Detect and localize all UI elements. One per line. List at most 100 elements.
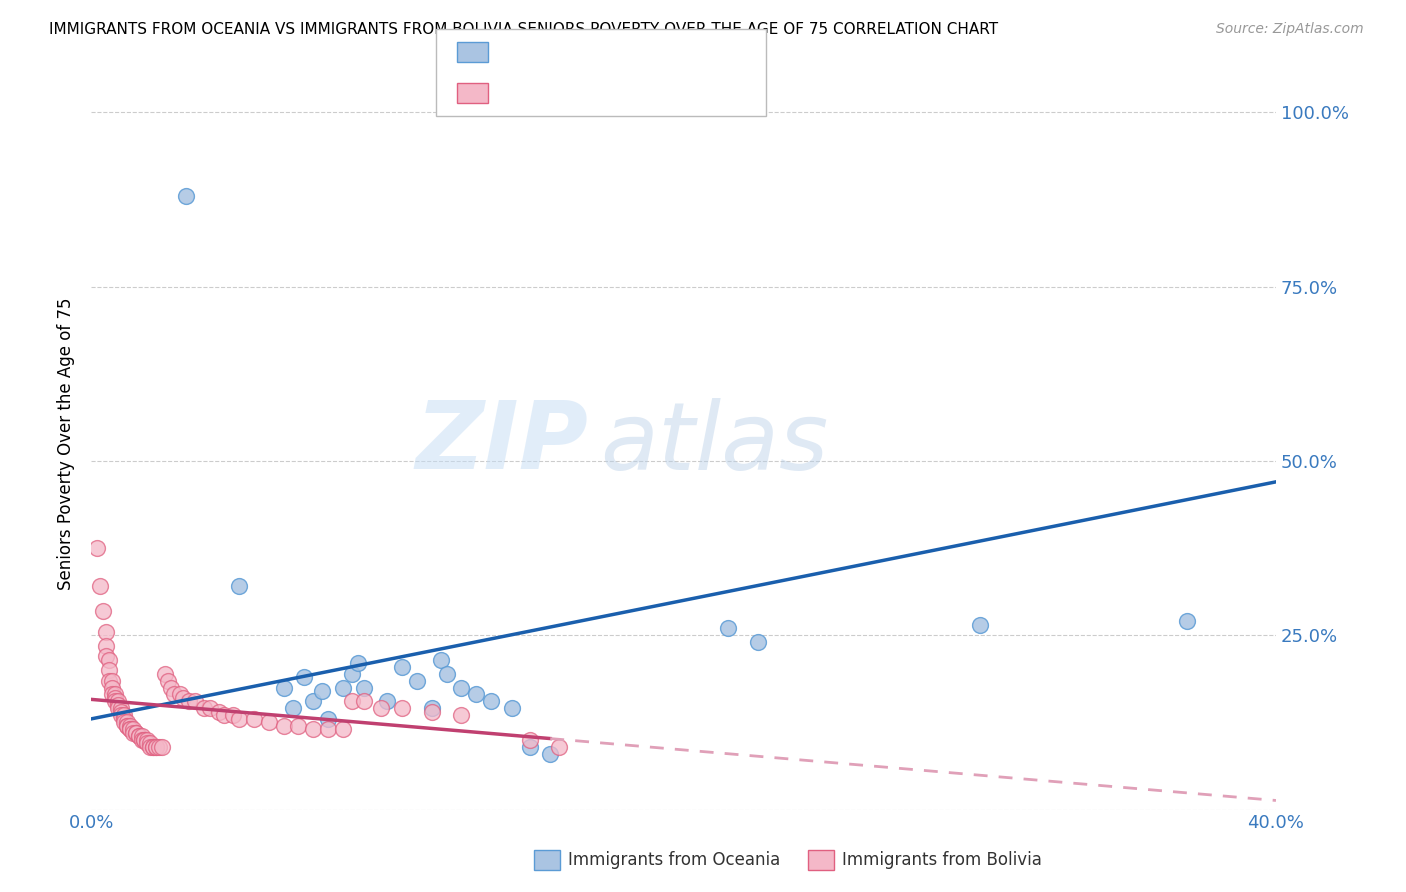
Point [340, 694, 363, 708]
Point [273, 719, 295, 733]
Point [169, 688, 191, 702]
Point [94, 624, 117, 639]
Point [110, 701, 132, 715]
Point [281, 701, 304, 715]
Point [124, 726, 146, 740]
Point [89, 579, 111, 593]
Point [222, 708, 245, 723]
Point [134, 732, 156, 747]
Point [110, 708, 132, 723]
Point [101, 673, 124, 688]
Point [353, 694, 375, 708]
Point [121, 723, 143, 737]
Point [340, 666, 363, 681]
Point [160, 681, 183, 695]
Point [370, 701, 392, 715]
Point [115, 719, 138, 733]
Point [519, 739, 541, 754]
Point [115, 715, 138, 730]
Point [548, 739, 571, 754]
Point [479, 694, 502, 708]
Text: R = -0.213   N = 80: R = -0.213 N = 80 [502, 83, 695, 103]
Point [86, 541, 108, 555]
Point [131, 732, 153, 747]
Point [112, 712, 135, 726]
Point [316, 712, 339, 726]
Point [273, 681, 295, 695]
Point [207, 705, 229, 719]
Point [150, 739, 173, 754]
Point [153, 666, 176, 681]
Point [450, 708, 472, 723]
Point [157, 673, 180, 688]
Point [332, 681, 354, 695]
Point [538, 747, 561, 761]
Point [177, 694, 200, 708]
Point [1175, 615, 1198, 629]
Point [420, 701, 443, 715]
Point [94, 649, 117, 664]
Point [139, 736, 162, 750]
Text: Immigrants from Oceania: Immigrants from Oceania [568, 851, 780, 869]
Text: atlas: atlas [600, 398, 830, 489]
Point [198, 701, 221, 715]
Point [294, 670, 316, 684]
Point [391, 659, 413, 673]
Point [107, 701, 129, 715]
Point [139, 739, 162, 754]
Point [101, 688, 124, 702]
Point [110, 705, 132, 719]
Point [228, 579, 250, 593]
Point [193, 701, 215, 715]
Point [257, 715, 280, 730]
Point [406, 673, 429, 688]
Point [118, 723, 141, 737]
Point [243, 712, 266, 726]
Point [163, 688, 186, 702]
Point [128, 729, 150, 743]
Point [134, 732, 156, 747]
Point [214, 708, 236, 723]
Text: R =  0.325   N = 28: R = 0.325 N = 28 [502, 42, 693, 62]
Point [128, 729, 150, 743]
Point [346, 656, 368, 670]
Point [107, 694, 129, 708]
Point [174, 189, 197, 203]
Point [136, 732, 159, 747]
Point [519, 732, 541, 747]
Text: Source: ZipAtlas.com: Source: ZipAtlas.com [1216, 22, 1364, 37]
Point [97, 652, 120, 666]
Point [97, 673, 120, 688]
Point [377, 694, 399, 708]
Text: ZIP: ZIP [416, 398, 589, 490]
Text: IMMIGRANTS FROM OCEANIA VS IMMIGRANTS FROM BOLIVIA SENIORS POVERTY OVER THE AGE : IMMIGRANTS FROM OCEANIA VS IMMIGRANTS FR… [49, 22, 998, 37]
Point [287, 719, 309, 733]
Point [316, 723, 339, 737]
Point [101, 681, 124, 695]
Point [332, 723, 354, 737]
Point [969, 617, 991, 632]
Point [104, 690, 127, 705]
Point [501, 701, 523, 715]
Y-axis label: Seniors Poverty Over the Age of 75: Seniors Poverty Over the Age of 75 [58, 297, 75, 590]
Point [115, 719, 138, 733]
Point [148, 739, 170, 754]
Point [112, 715, 135, 730]
Point [172, 690, 194, 705]
Point [118, 723, 141, 737]
Point [104, 688, 127, 702]
Point [436, 666, 458, 681]
Point [112, 708, 135, 723]
Point [97, 663, 120, 677]
Point [302, 723, 325, 737]
Point [94, 639, 117, 653]
Point [107, 698, 129, 712]
Point [104, 694, 127, 708]
Point [91, 604, 114, 618]
Point [717, 621, 740, 635]
Point [420, 705, 443, 719]
Point [747, 635, 769, 649]
Point [302, 694, 325, 708]
Point [228, 712, 250, 726]
Point [136, 736, 159, 750]
